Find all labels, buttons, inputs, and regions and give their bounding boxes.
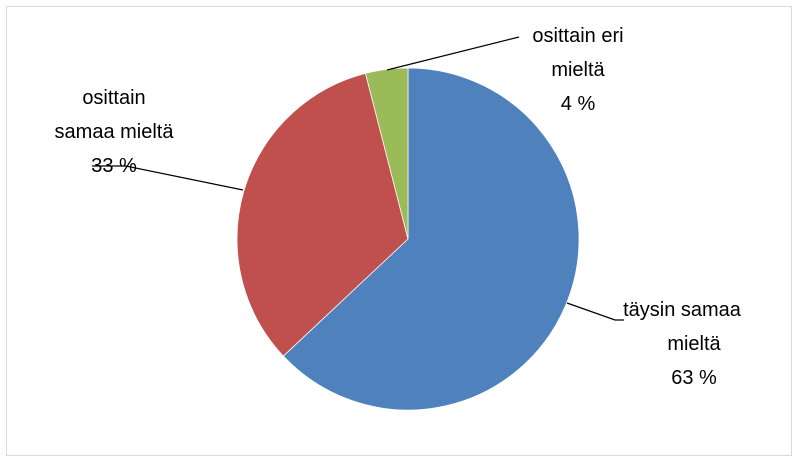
leader-lines [92, 36, 624, 321]
pie-slice-osittain-eri-mielta [365, 67, 409, 240]
pie-slices [236, 67, 580, 411]
leader-line-taysin-samaa-mielta [566, 302, 624, 321]
pie-slice-osittain-samaa-mielta [236, 72, 409, 357]
slice-label-line-2: samaa mieltä [55, 121, 175, 143]
leader-line-osittain-eri-mielta [386, 36, 520, 71]
pie-slice-taysin-samaa-mielta [282, 67, 580, 411]
label-group-taysin-samaa-mielta: täysin samaa mieltä 63 % [623, 299, 742, 389]
slice-label-line-2: mieltä [667, 333, 721, 355]
leader-line-osittain-samaa-mielta [92, 165, 244, 191]
slice-label-line-1: osittain eri [532, 25, 623, 47]
label-group-osittain-samaa-mielta: osittain samaa mieltä 33 % [55, 87, 175, 177]
slice-percent-label: 63 % [671, 367, 717, 389]
slice-label-line-1: osittain [82, 87, 145, 109]
label-group-osittain-eri-mielta: osittain eri mieltä 4 % [532, 25, 623, 115]
slice-percent-label: 4 % [561, 93, 596, 115]
slice-label-line-1: täysin samaa [623, 299, 742, 321]
slice-percent-label: 33 % [91, 155, 137, 177]
slice-label-line-2: mieltä [551, 59, 605, 81]
